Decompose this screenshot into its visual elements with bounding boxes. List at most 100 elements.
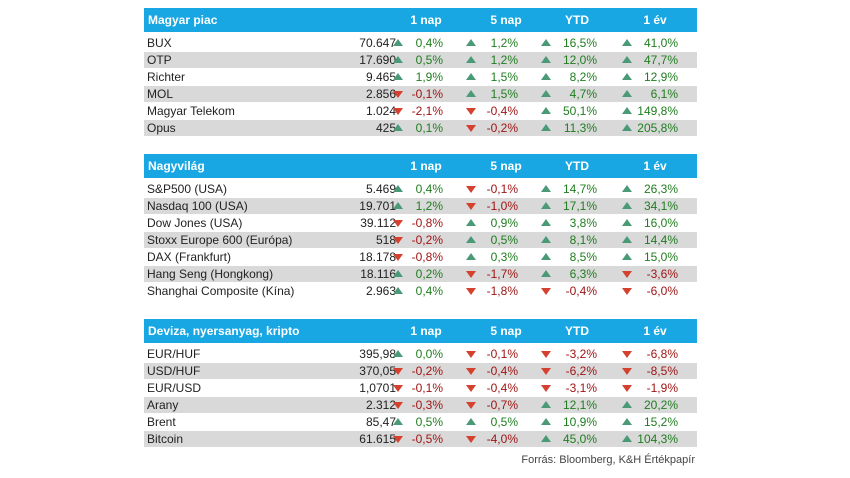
change-value: 16,5% (562, 35, 597, 50)
down-arrow-icon (622, 367, 632, 375)
up-arrow-icon (622, 184, 632, 192)
instrument-value: 2.963 (365, 283, 396, 298)
down-arrow-icon (466, 270, 476, 278)
change-value: 104,3% (637, 431, 678, 446)
instrument-value: 518 (375, 232, 396, 247)
change-value: 0,5% (415, 52, 443, 67)
up-arrow-icon (622, 55, 632, 63)
down-arrow-icon (393, 435, 403, 443)
up-arrow-icon (541, 106, 551, 114)
change-value: -0,8% (411, 249, 443, 264)
change-value: -0,2% (486, 120, 518, 135)
down-arrow-icon (466, 287, 476, 295)
instrument-name: EUR/HUF (147, 346, 201, 361)
instrument-value: 70.647 (359, 35, 396, 50)
change-value: 3,8% (569, 215, 597, 230)
instrument-value: 9.465 (365, 69, 396, 84)
change-value: -2,1% (411, 103, 443, 118)
change-value: 205,8% (637, 120, 678, 135)
change-value: -0,1% (411, 380, 443, 395)
section-header: Deviza, nyersanyag, kripto 1 nap 5 nap YTD 1… (144, 319, 697, 343)
instrument-name: Nasdaq 100 (USA) (147, 198, 248, 213)
change-value: 1,9% (415, 69, 443, 84)
change-value: 15,0% (643, 249, 678, 264)
change-value: 1,5% (490, 86, 518, 101)
instrument-name: MOL (147, 86, 174, 101)
instrument-value: 425 (375, 120, 396, 135)
up-arrow-icon (466, 38, 476, 46)
change-value: 6,3% (569, 266, 597, 281)
section-table: Nagyvilág 1 nap 5 nap YTD 1 év S&P500 (USA) 5.… (144, 154, 697, 299)
table-row: Magyar Telekom 1.024 -2,1% -0,4% 50,1% 149,8% (144, 103, 697, 120)
column-header: YTD (565, 324, 589, 338)
down-arrow-icon (466, 367, 476, 375)
table-row: BUX 70.647 0,4% 1,2% 16,5% 41,0% (144, 35, 697, 52)
change-value: 11,3% (563, 120, 597, 135)
up-arrow-icon (622, 235, 632, 243)
change-value: -0,4% (486, 363, 518, 378)
change-value: 149,8% (637, 103, 678, 118)
up-arrow-icon (541, 400, 551, 408)
down-arrow-icon (393, 384, 403, 392)
up-arrow-icon (622, 89, 632, 97)
instrument-name: Stoxx Europe 600 (Európa) (147, 232, 293, 247)
up-arrow-icon (393, 55, 403, 63)
up-arrow-icon (541, 201, 551, 209)
table-row: Stoxx Europe 600 (Európa) 518 -0,2% 0,5% 8,1… (144, 231, 697, 248)
table-row: OTP 17.690 0,5% 1,2% 12,0% 47,7% (144, 51, 697, 68)
column-header: 1 nap (410, 13, 442, 27)
up-arrow-icon (622, 218, 632, 226)
section-title: Deviza, nyersanyag, kripto (148, 324, 300, 338)
source-note: Forrás: Bloomberg, K&H Értékpapír (521, 454, 695, 466)
up-arrow-icon (622, 417, 632, 425)
instrument-value: 2.856 (365, 86, 396, 101)
up-arrow-icon (541, 218, 551, 226)
instrument-name: Shanghai Composite (Kína) (147, 283, 295, 298)
down-arrow-icon (393, 90, 403, 98)
up-arrow-icon (466, 252, 476, 260)
change-value: -0,7% (486, 397, 518, 412)
column-header: 5 nap (490, 324, 522, 338)
down-arrow-icon (541, 350, 551, 358)
change-value: 4,7% (569, 86, 597, 101)
column-header: YTD (565, 13, 589, 27)
up-arrow-icon (622, 38, 632, 46)
instrument-name: Opus (147, 120, 176, 135)
up-arrow-icon (466, 89, 476, 97)
instrument-value: 370,05 (359, 363, 396, 378)
down-arrow-icon (393, 107, 403, 115)
change-value: 0,4% (415, 35, 443, 50)
change-value: -0,2% (411, 363, 443, 378)
table-row: USD/HUF 370,05 -0,2% -0,4% -6,2% -8,5% (144, 362, 697, 379)
change-value: 12,1% (562, 397, 597, 412)
down-arrow-icon (393, 367, 403, 375)
up-arrow-icon (466, 218, 476, 226)
up-arrow-icon (622, 123, 632, 131)
table-row: EUR/USD 1,0701 -0,1% -0,4% -3,1% -1,9% (144, 380, 697, 397)
change-value: 0,4% (415, 181, 443, 196)
change-value: -0,4% (486, 103, 518, 118)
up-arrow-icon (393, 417, 403, 425)
down-arrow-icon (466, 107, 476, 115)
change-value: 47,7% (643, 52, 678, 67)
instrument-value: 5.469 (365, 181, 396, 196)
change-value: 1,5% (490, 69, 518, 84)
change-value: 8,1% (569, 232, 597, 247)
change-value: 45,0% (562, 431, 597, 446)
change-value: 0,0% (415, 346, 443, 361)
change-value: -0,1% (486, 346, 518, 361)
change-value: -0,1% (411, 86, 443, 101)
instrument-name: S&P500 (USA) (147, 181, 228, 196)
instrument-name: DAX (Frankfurt) (147, 249, 232, 264)
instrument-name: USD/HUF (147, 363, 201, 378)
down-arrow-icon (393, 253, 403, 261)
change-value: 1,2% (490, 52, 518, 67)
table-row: Brent 85,47 0,5% 0,5% 10,9% 15,2% (144, 414, 697, 431)
table-row: DAX (Frankfurt) 18.178 -0,8% 0,3% 8,5% 15,0% (144, 249, 697, 266)
instrument-name: Dow Jones (USA) (147, 215, 243, 230)
down-arrow-icon (541, 367, 551, 375)
change-value: 41,0% (643, 35, 678, 50)
up-arrow-icon (622, 434, 632, 442)
up-arrow-icon (541, 269, 551, 277)
change-value: -1,7% (486, 266, 518, 281)
